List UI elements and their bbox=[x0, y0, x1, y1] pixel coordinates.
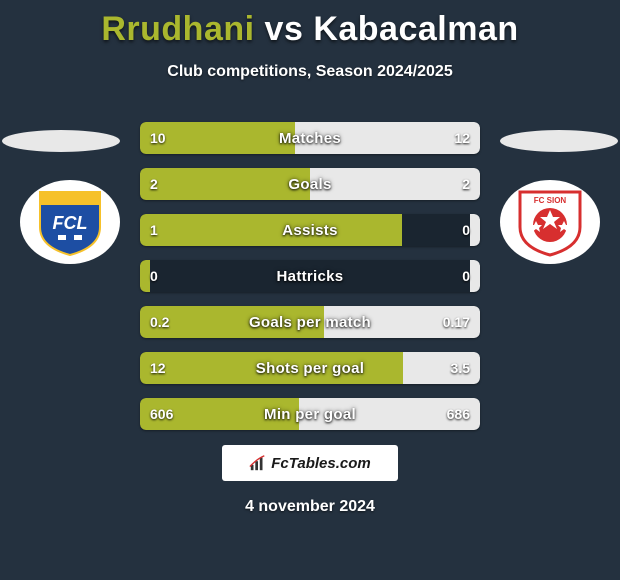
stat-label: Hattricks bbox=[140, 260, 480, 292]
player1-shadow-ellipse bbox=[2, 130, 120, 152]
club-badge-left: FCL bbox=[20, 180, 120, 264]
stat-value-left: 2 bbox=[150, 168, 158, 200]
stat-value-right: 686 bbox=[447, 398, 470, 430]
watermark: FcTables.com bbox=[222, 445, 398, 481]
stat-value-right: 0.17 bbox=[443, 306, 470, 338]
stat-value-left: 606 bbox=[150, 398, 173, 430]
svg-text:FCL: FCL bbox=[53, 213, 88, 233]
stat-value-left: 1 bbox=[150, 214, 158, 246]
stat-label: Min per goal bbox=[140, 398, 480, 430]
stat-label: Assists bbox=[140, 214, 480, 246]
svg-text:FC SION: FC SION bbox=[534, 196, 567, 205]
stat-value-right: 2 bbox=[462, 168, 470, 200]
stat-value-right: 0 bbox=[462, 214, 470, 246]
club-badge-right: FC SION bbox=[500, 180, 600, 264]
player1-name: Rrudhani bbox=[101, 10, 254, 48]
stat-row: Goals2 2 bbox=[140, 168, 480, 200]
stat-value-left: 12 bbox=[150, 352, 166, 384]
fc-sion-logo-icon: FC SION bbox=[510, 187, 590, 257]
stat-row: Matches10 12 bbox=[140, 122, 480, 154]
stat-label: Matches bbox=[140, 122, 480, 154]
stat-row: Assists1 0 bbox=[140, 214, 480, 246]
stat-value-left: 0 bbox=[150, 260, 158, 292]
stat-row: Goals per match0.2 0.17 bbox=[140, 306, 480, 338]
stats-panel: Matches1012Goals22Assists10Hattricks00Go… bbox=[140, 122, 480, 444]
stat-label: Shots per goal bbox=[140, 352, 480, 384]
watermark-text: FcTables.com bbox=[271, 455, 370, 472]
date-label: 4 november 2024 bbox=[0, 498, 620, 516]
bar-chart-icon bbox=[249, 454, 267, 472]
fcl-logo-icon: FCL bbox=[30, 187, 110, 257]
stat-row: Min per goal606 686 bbox=[140, 398, 480, 430]
player2-shadow-ellipse bbox=[500, 130, 618, 152]
player2-name: Kabacalman bbox=[313, 10, 518, 48]
stat-label: Goals per match bbox=[140, 306, 480, 338]
stat-value-left: 10 bbox=[150, 122, 166, 154]
stat-value-left: 0.2 bbox=[150, 306, 169, 338]
vs-separator: vs bbox=[265, 10, 304, 48]
subtitle: Club competitions, Season 2024/2025 bbox=[0, 63, 620, 81]
stat-value-right: 12 bbox=[454, 122, 470, 154]
stat-row: Shots per goal12 3.5 bbox=[140, 352, 480, 384]
stat-row: Hattricks0 0 bbox=[140, 260, 480, 292]
stat-value-right: 0 bbox=[462, 260, 470, 292]
stat-label: Goals bbox=[140, 168, 480, 200]
stat-value-right: 3.5 bbox=[451, 352, 470, 384]
comparison-title: Rrudhani vs Kabacalman bbox=[0, 0, 620, 49]
